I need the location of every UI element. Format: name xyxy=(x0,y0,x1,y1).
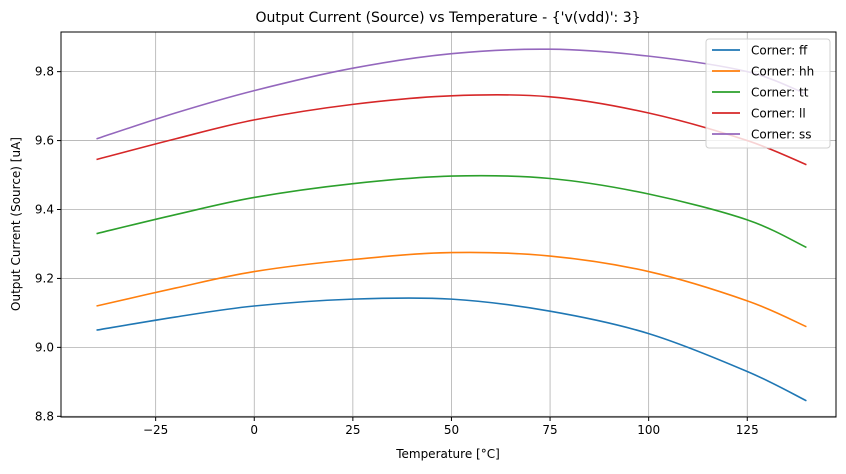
series-lines xyxy=(96,48,807,402)
y-axis-label: Output Current (Source) [uA] xyxy=(9,137,23,311)
x-tick-label: −25 xyxy=(143,423,168,437)
y-tick-label: 9.0 xyxy=(35,340,54,354)
legend-label: Corner: ll xyxy=(751,107,806,121)
plot-frame xyxy=(60,31,837,418)
series-line-tt xyxy=(96,174,807,249)
y-tick-label: 9.2 xyxy=(35,271,54,285)
x-axis-label: Temperature [°C] xyxy=(395,447,500,461)
x-tick-label: 0 xyxy=(250,423,258,437)
axis-ticks: −25 0 25 50 75 100 125 8.8 9.0 9.2 9.4 9.6 9.8 xyxy=(35,65,759,437)
y-tick-label: 9.6 xyxy=(35,134,54,148)
x-tick-label: 75 xyxy=(542,423,557,437)
legend-label: Corner: ss xyxy=(751,128,812,142)
chart-title: Output Current (Source) vs Temperature -… xyxy=(255,10,640,26)
y-tick-label: 9.4 xyxy=(35,203,54,217)
legend-label: Corner: hh xyxy=(751,65,814,79)
x-tick-label: 25 xyxy=(345,423,360,437)
x-tick-label: 125 xyxy=(736,423,759,437)
series-line-ss xyxy=(96,48,807,140)
legend: Corner: ff Corner: hh Corner: tt Corner: ll… xyxy=(705,38,831,149)
legend-label: Corner: tt xyxy=(751,86,809,100)
x-tick-label: 100 xyxy=(637,423,660,437)
y-tick-label: 9.8 xyxy=(35,65,54,79)
series-line-hh xyxy=(96,251,807,328)
legend-label: Corner: ff xyxy=(751,44,808,58)
series-line-ff xyxy=(96,297,807,402)
legend-box xyxy=(705,38,831,149)
x-tick-label: 50 xyxy=(444,423,459,437)
y-tick-label: 8.8 xyxy=(35,409,54,423)
